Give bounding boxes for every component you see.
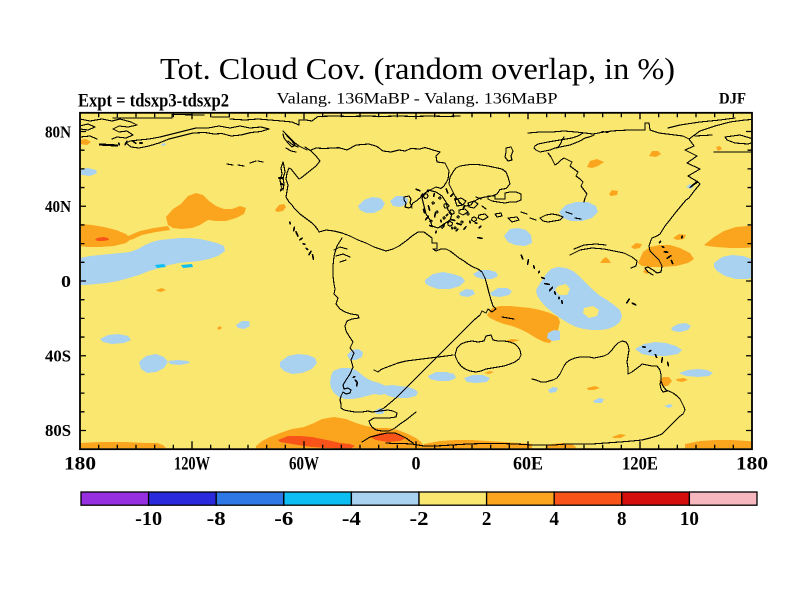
svg-text:-10: -10 [135, 509, 162, 530]
svg-text:10: 10 [680, 509, 699, 530]
svg-text:80N: 80N [45, 122, 72, 141]
svg-text:80S: 80S [45, 421, 71, 440]
svg-text:8: 8 [617, 509, 627, 530]
svg-text:0: 0 [61, 272, 71, 291]
svg-text:2: 2 [482, 509, 492, 530]
svg-text:-4: -4 [342, 509, 361, 530]
svg-text:DJF: DJF [719, 91, 746, 108]
svg-text:40N: 40N [45, 197, 72, 216]
svg-text:120E: 120E [622, 454, 658, 475]
svg-text:Tot. Cloud Cov. (random overla: Tot. Cloud Cov. (random overlap, in %) [160, 52, 675, 86]
svg-text:Valang. 136MaBP - Valang. 136M: Valang. 136MaBP - Valang. 136MaBP [277, 91, 558, 108]
svg-text:120W: 120W [174, 454, 210, 475]
svg-text:-8: -8 [207, 509, 226, 530]
svg-text:0: 0 [412, 454, 421, 475]
svg-text:Expt = tdsxp3-tdsxp2: Expt = tdsxp3-tdsxp2 [78, 91, 229, 112]
svg-text:180: 180 [64, 454, 96, 475]
svg-text:40S: 40S [45, 347, 71, 366]
svg-text:180: 180 [736, 454, 768, 475]
svg-text:-2: -2 [410, 509, 429, 530]
svg-text:4: 4 [549, 509, 559, 530]
svg-text:60E: 60E [513, 454, 543, 475]
svg-text:-6: -6 [274, 509, 293, 530]
svg-text:60W: 60W [289, 454, 319, 475]
